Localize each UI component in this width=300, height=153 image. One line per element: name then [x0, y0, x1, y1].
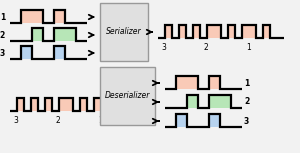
Polygon shape	[10, 98, 136, 111]
Text: 1: 1	[244, 78, 249, 88]
Text: 2: 2	[204, 43, 209, 52]
Text: 1: 1	[0, 13, 5, 22]
Text: 1: 1	[98, 116, 103, 125]
Polygon shape	[165, 95, 242, 108]
Text: 1: 1	[246, 43, 251, 52]
Text: 3: 3	[244, 116, 249, 125]
FancyBboxPatch shape	[100, 67, 155, 125]
Text: 3: 3	[162, 43, 167, 52]
Polygon shape	[10, 10, 87, 23]
Text: 2: 2	[0, 30, 5, 39]
Text: 3: 3	[0, 49, 5, 58]
Text: 2: 2	[56, 116, 61, 125]
Polygon shape	[165, 76, 242, 89]
Polygon shape	[10, 46, 87, 59]
Text: 3: 3	[14, 116, 19, 125]
Text: Serializer: Serializer	[106, 28, 142, 37]
Text: Deserializer: Deserializer	[105, 91, 150, 101]
Text: 2: 2	[244, 97, 249, 106]
FancyBboxPatch shape	[100, 3, 148, 61]
Polygon shape	[165, 114, 242, 127]
Polygon shape	[10, 28, 87, 41]
Polygon shape	[158, 25, 284, 38]
